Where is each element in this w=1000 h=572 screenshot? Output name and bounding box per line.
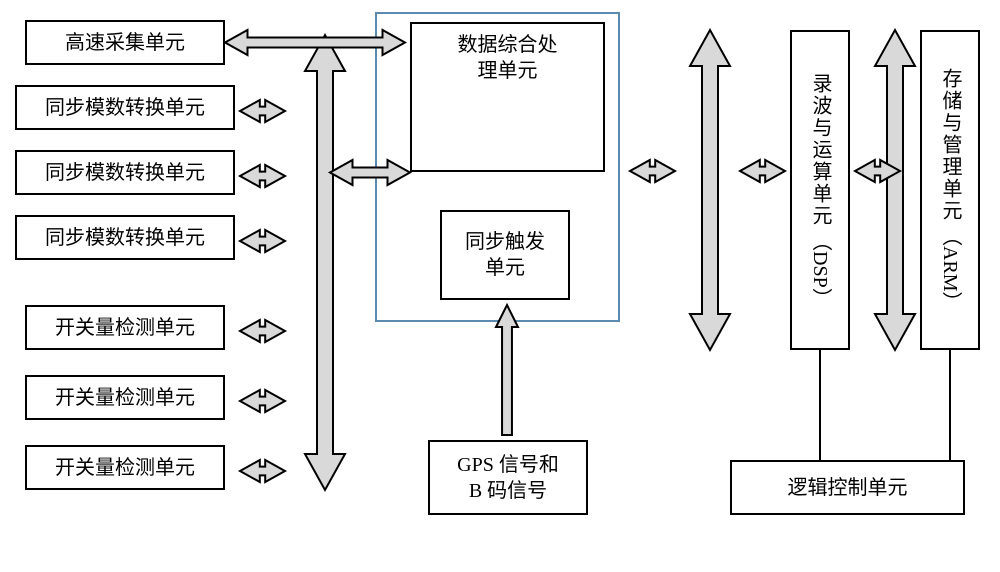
arm-unit: 存储与管理单元 （ARM） [920, 30, 980, 350]
logic-control-label: 逻辑控制单元 [788, 475, 908, 501]
left-box-label-4: 开关量检测单元 [55, 315, 195, 341]
dsp-paren: （DSP） [807, 231, 833, 308]
gps-signal-box: GPS 信号和 B 码信号 [428, 440, 588, 515]
sync-trigger-unit: 同步触发 单元 [440, 210, 570, 300]
sync-trigger-label: 同步触发 单元 [465, 229, 545, 281]
left-box-4: 开关量检测单元 [25, 305, 225, 350]
data-processing-unit: 数据综合处 理单元 [410, 22, 605, 172]
left-box-label-1: 同步模数转换单元 [45, 95, 205, 121]
arm-paren: （ARM） [937, 226, 963, 312]
left-box-1: 同步模数转换单元 [15, 85, 235, 130]
left-box-label-5: 开关量检测单元 [55, 385, 195, 411]
left-box-6: 开关量检测单元 [25, 445, 225, 490]
data-processing-label: 数据综合处 理单元 [458, 32, 558, 84]
left-box-3: 同步模数转换单元 [15, 215, 235, 260]
left-box-label-0: 高速采集单元 [65, 30, 185, 56]
left-box-label-6: 开关量检测单元 [55, 455, 195, 481]
left-box-5: 开关量检测单元 [25, 375, 225, 420]
arm-label: 存储与管理单元 [937, 68, 963, 222]
left-box-2: 同步模数转换单元 [15, 150, 235, 195]
left-box-label-3: 同步模数转换单元 [45, 225, 205, 251]
gps-signal-label: GPS 信号和 B 码信号 [457, 452, 559, 504]
left-box-0: 高速采集单元 [25, 20, 225, 65]
dsp-label: 录波与运算单元 [807, 73, 833, 227]
left-box-label-2: 同步模数转换单元 [45, 160, 205, 186]
dsp-unit: 录波与运算单元 （DSP） [790, 30, 850, 350]
logic-control-unit: 逻辑控制单元 [730, 460, 965, 515]
